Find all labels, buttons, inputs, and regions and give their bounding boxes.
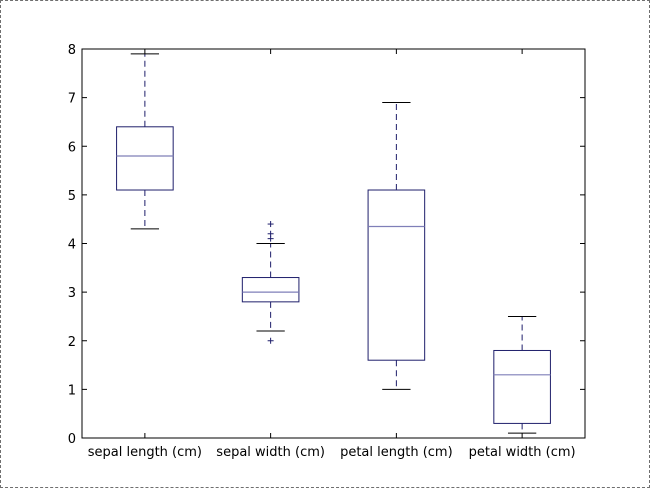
x-category-label: petal length (cm) (340, 445, 453, 460)
y-tick-label: 0 (68, 432, 76, 447)
x-category-label: petal width (cm) (469, 445, 576, 460)
box-2 (241, 221, 300, 344)
y-tick-label: 8 (68, 43, 76, 58)
y-tick-label: 6 (68, 140, 76, 155)
box-rect (493, 349, 551, 424)
y-tick-label: 4 (68, 238, 76, 253)
boxes (116, 53, 551, 434)
box-rect (367, 189, 426, 361)
y-tick-label: 1 (68, 383, 76, 398)
y-tick-label: 2 (68, 335, 76, 350)
plot-area (81, 48, 586, 439)
y-tick-label: 7 (68, 92, 76, 107)
box-rect (241, 277, 300, 303)
outlier-marker (267, 221, 274, 228)
outlier-marker (267, 337, 274, 344)
box-4 (493, 315, 551, 434)
box-1 (116, 53, 174, 230)
y-axis: 0 1 2 3 4 5 6 7 8 (68, 43, 585, 447)
outlier-marker (267, 230, 274, 237)
x-category-label: sepal width (cm) (216, 445, 325, 460)
y-tick-label: 3 (68, 286, 76, 301)
box-3 (367, 101, 426, 390)
x-axis: sepal length (cm) sepal width (cm) petal l… (88, 49, 576, 460)
x-category-label: sepal length (cm) (88, 445, 202, 460)
y-tick-label: 5 (68, 189, 76, 204)
box-rect (116, 126, 174, 191)
